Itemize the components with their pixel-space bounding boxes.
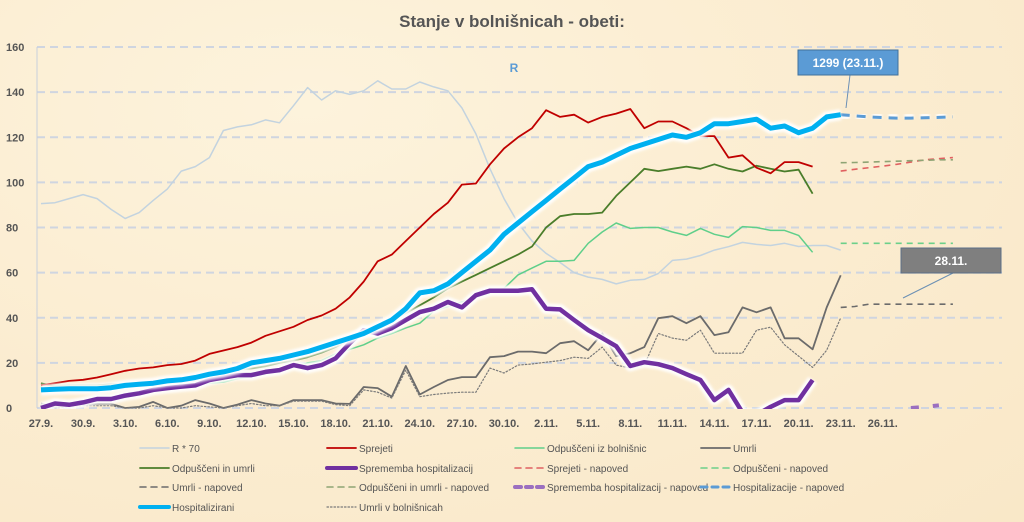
legend-label: Odpuščeni iz bolnišnic	[547, 444, 647, 455]
y-tick-label: 160	[6, 42, 24, 54]
callout-leader-line	[845, 74, 851, 109]
callout-text: 1299 (23.11.)	[813, 56, 884, 70]
x-tick-label: 26.11.	[868, 418, 898, 430]
legend-label: Sprememba hospitalizacij	[359, 464, 473, 475]
legend-label: Umrli	[733, 444, 756, 455]
series-line	[840, 159, 953, 164]
y-tick-label: 20	[6, 358, 18, 370]
y-tick-label: 60	[6, 268, 18, 280]
callout-leader-line	[902, 272, 954, 299]
x-tick-label: 12.10.	[236, 418, 267, 430]
series-hospitalizirani	[40, 109, 842, 396]
series-line	[840, 156, 953, 172]
x-tick-label: 27.10.	[447, 418, 478, 430]
series-line	[40, 317, 842, 409]
series-line	[40, 80, 841, 285]
legend: R * 70 Sprejeti Odpuščeni iz bolnišnic Umrl…	[138, 444, 844, 514]
series-sprejeti	[40, 108, 813, 387]
legend-label: Sprejeti	[359, 444, 393, 455]
series-line	[40, 274, 842, 409]
series-lines	[39, 80, 954, 409]
legend-label: R * 70	[172, 444, 200, 455]
x-tick-label: 27.9.	[29, 418, 53, 430]
callout-hospitalized: 1299 (23.11.)	[797, 49, 899, 109]
x-tick-label: 17.11.	[742, 418, 772, 430]
legend-item: Hospitalizacije - napoved	[699, 483, 844, 494]
legend-item: Umrli - napoved	[139, 483, 243, 494]
series-line	[840, 113, 953, 120]
y-tick-label: 40	[6, 313, 18, 325]
legend-item: Odpuščeni in umrli	[139, 464, 255, 475]
x-tick-label: 18.10.	[320, 418, 351, 430]
legend-label: Umrli v bolnišnicah	[359, 503, 443, 514]
legend-label: Odpuščeni in umrli	[172, 464, 255, 475]
y-tick-label: 80	[6, 223, 18, 235]
x-tick-label: 11.11.	[658, 418, 687, 430]
y-tick-label: 120	[6, 132, 24, 144]
series-odpu-eni-in-umrli-napoved	[840, 159, 953, 164]
series-line	[40, 108, 813, 387]
x-tick-label: 6.10.	[155, 418, 179, 430]
x-tick-label: 5.11.	[576, 418, 600, 430]
y-tick-label: 140	[6, 87, 24, 99]
callout-box	[797, 49, 899, 76]
legend-item: Sprejeti	[326, 444, 393, 455]
legend-label: Umrli - napoved	[172, 483, 243, 494]
series-line	[840, 303, 953, 309]
legend-item: Odpuščeni iz bolnišnic	[514, 444, 647, 455]
legend-item: Umrli v bolnišnicah	[326, 503, 443, 514]
legend-item: Odpuščeni in umrli - napoved	[326, 483, 489, 494]
x-axis-ticks: 27.9. 30.9. 3.10. 6.10. 9.10. 12.10. 15.10. 18.…	[29, 418, 898, 430]
legend-label: Hospitalizirani	[172, 503, 234, 514]
series-glow	[40, 109, 842, 396]
series-umrli	[40, 274, 842, 409]
legend-label: Hospitalizacije - napoved	[733, 483, 844, 494]
series-line	[40, 112, 842, 393]
x-tick-label: 8.11.	[618, 418, 642, 430]
legend-label: Odpuščeni - napoved	[733, 464, 828, 475]
series-line	[40, 287, 815, 409]
x-tick-label: 20.11.	[784, 418, 814, 430]
callout-box	[900, 247, 1002, 274]
y-axis-ticks: 0 20 40 60 80 100 120 140 160	[6, 42, 24, 415]
y-tick-label: 0	[6, 403, 12, 415]
series-umrli-napoved	[840, 303, 953, 309]
legend-item: Sprememba hospitalizacij	[325, 464, 473, 475]
series-r-70	[40, 80, 841, 285]
x-tick-label: 15.10.	[278, 418, 309, 430]
x-tick-label: 30.10.	[489, 418, 520, 430]
legend-item: R * 70	[139, 444, 200, 455]
x-tick-label: 24.10.	[405, 418, 436, 430]
x-tick-label: 14.11.	[699, 418, 729, 430]
series-sprejeti-napoved	[840, 156, 953, 172]
legend-item: Hospitalizirani	[138, 503, 234, 514]
callout-text: 28.11.	[935, 254, 968, 268]
legend-item: Sprejeti - napoved	[514, 464, 628, 475]
legend-label: Sprememba hospitalizacij - napoved	[547, 483, 708, 494]
y-tick-label: 100	[6, 177, 24, 189]
x-tick-label: 21.10.	[362, 418, 393, 430]
x-tick-label: 9.10.	[197, 418, 221, 430]
legend-label: Sprejeti - napoved	[547, 464, 628, 475]
x-tick-label: 3.10.	[113, 418, 137, 430]
series-hospitalizacije-napoved	[840, 110, 954, 123]
chart-title: Stanje v bolnišnicah - obeti:	[399, 12, 625, 31]
callout-deaths-date: 28.11.	[900, 247, 1002, 299]
series-umrli-v-bolni-nicah	[40, 317, 842, 409]
x-tick-label: 23.11.	[826, 418, 856, 430]
series-sprememba-hospitalizacij-napoved	[910, 403, 940, 409]
x-tick-label: 30.9.	[71, 418, 95, 430]
r-label: R	[510, 61, 519, 75]
legend-item: Sprememba hospitalizacij - napoved	[513, 483, 708, 494]
x-tick-label: 2.11.	[534, 418, 558, 430]
series-sprememba-hospitalizacij	[39, 284, 817, 409]
legend-item: Umrli	[700, 444, 756, 455]
series-line	[910, 403, 940, 409]
legend-item: Odpuščeni - napoved	[700, 464, 828, 475]
legend-label: Odpuščeni in umrli - napoved	[359, 483, 489, 494]
